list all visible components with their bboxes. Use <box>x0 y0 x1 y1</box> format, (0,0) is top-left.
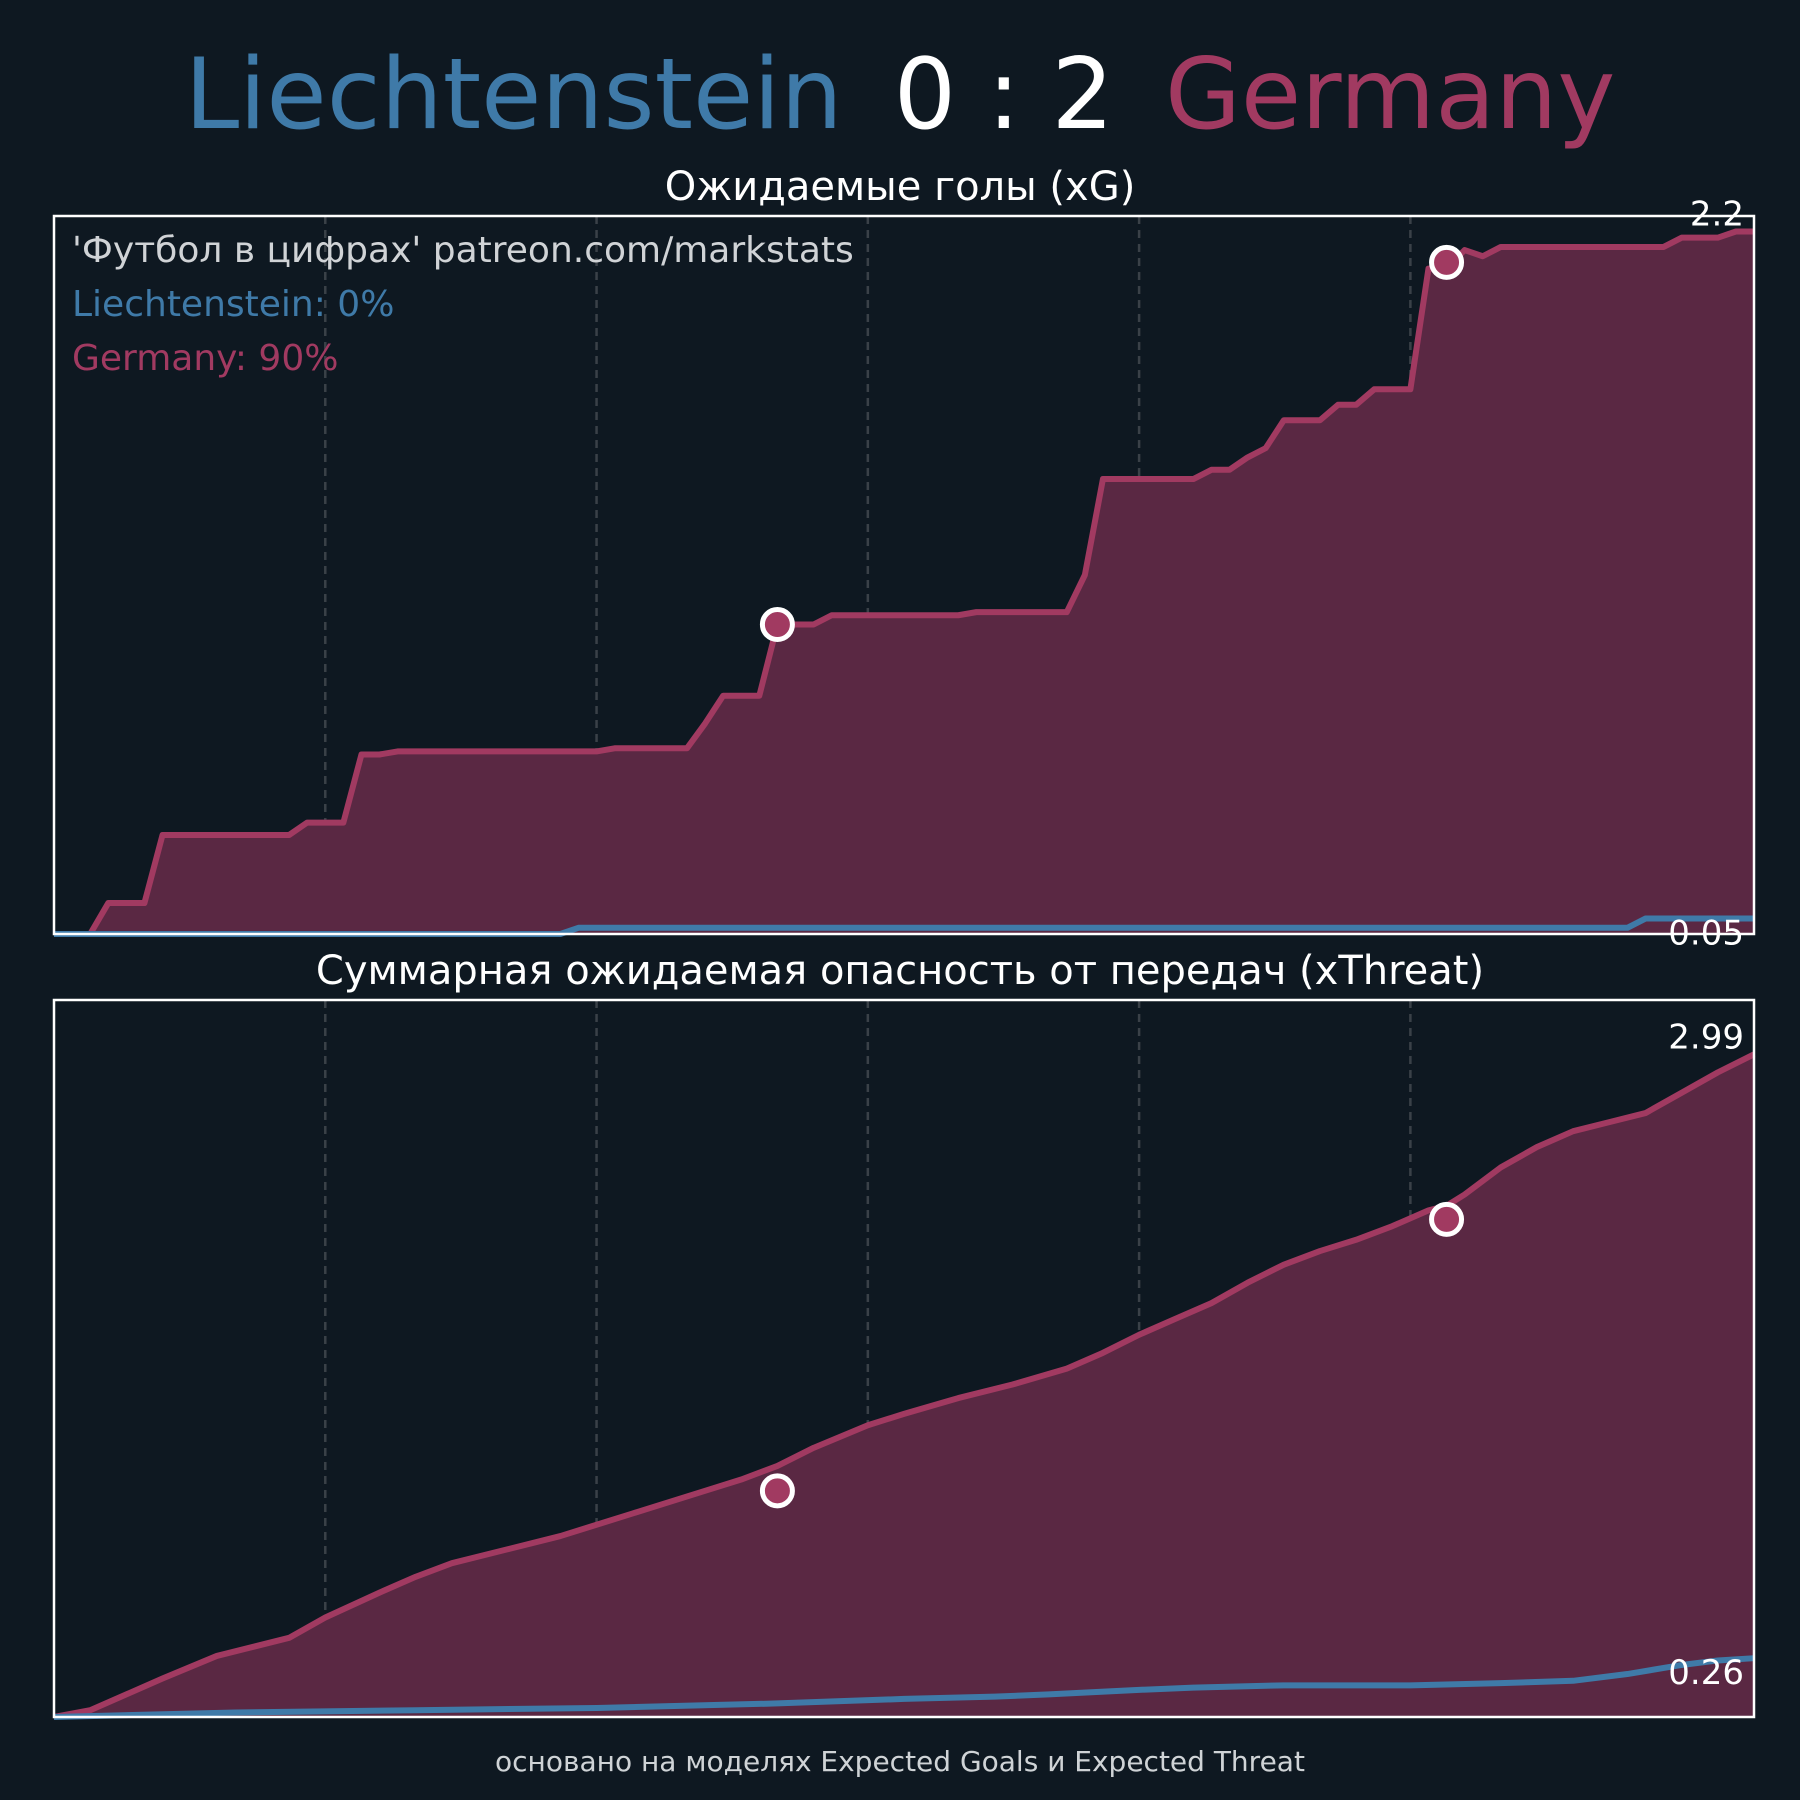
xg-germany-area <box>54 231 1754 935</box>
xg-germany-line <box>54 228 1754 937</box>
xg-goal-marker <box>1429 244 1465 280</box>
xg-chart: 1530HT60752.20.05 <box>52 194 1756 950</box>
footer-note: основано на моделях Expected Goals и Exp… <box>495 1745 1305 1778</box>
xt-germany-end-label: 2.99 <box>1668 1017 1744 1057</box>
xg-chart-title: Ожидаемые голы (xG) <box>664 164 1136 210</box>
xg-germany-end-label: 2.2 <box>1690 194 1744 234</box>
xg-frame <box>52 214 1756 936</box>
xt-goal-marker <box>759 1473 795 1509</box>
xg-liechtenstein-end-label: 0.05 <box>1668 914 1744 950</box>
xt-liechtenstein-line <box>53 1655 1755 1720</box>
xt-germany-area <box>54 1054 1754 1717</box>
xg-goal-marker <box>759 607 795 643</box>
legend-home: Liechtenstein: 0% <box>72 284 395 325</box>
match-score: 0 : 2 <box>893 38 1114 152</box>
match-header: Liechtenstein 0 : 2 Germany <box>0 40 1800 150</box>
xthreat-chart-title: Суммарная ожидаемая опасность от передач… <box>315 948 1485 994</box>
xt-frame <box>52 998 1756 1719</box>
xt-liechtenstein-end-label: 0.26 <box>1668 1653 1744 1693</box>
xt-germany-line <box>53 1051 1756 1720</box>
xt-goal-marker <box>1429 1201 1465 1237</box>
away-team-name: Germany <box>1164 38 1616 152</box>
home-team-name: Liechtenstein <box>184 38 843 152</box>
credit-text: 'Футбол в цифрах' patreon.com/markstats <box>72 230 854 271</box>
legend-away: Germany: 90% <box>72 338 339 379</box>
